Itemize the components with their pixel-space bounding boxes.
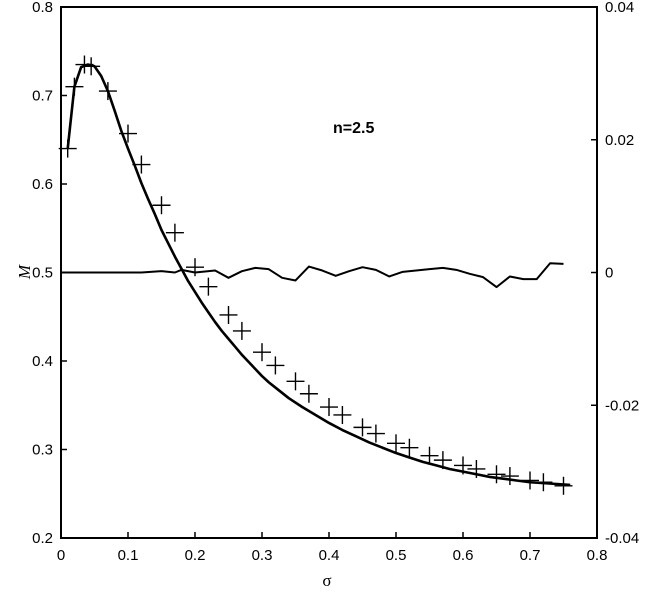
plus-marker-16 (299, 384, 318, 403)
y2-tick-label-2: 0 (605, 265, 613, 282)
y-axis-label: M (15, 264, 34, 280)
plus-marker-22 (400, 438, 419, 457)
x-tick-label-5: 0.5 (386, 547, 407, 564)
plus-marker-18 (333, 405, 352, 424)
ticks: 0 0.1 0.2 0.3 0.4 0.5 0.6 0.7 0.8 0.2 0.3 0.4 0.5 0.6… (32, 0, 639, 564)
plus-marker-21 (387, 434, 405, 453)
plus-marker-26 (467, 459, 486, 478)
plus-marker-13 (253, 343, 271, 362)
plus-marker-2 (75, 55, 94, 74)
plus-marker-4 (98, 82, 117, 101)
plus-marker-7 (152, 196, 171, 215)
x-tick-label-1: 0.1 (118, 547, 139, 564)
y-tick-label-4: 0.6 (32, 176, 53, 193)
plus-marker-20 (366, 424, 385, 443)
annotation-label: n=2.5 (333, 120, 374, 137)
plus-marker-27 (487, 465, 506, 484)
plus-marker-8 (165, 223, 184, 242)
y-tick-label-3: 0.5 (32, 265, 53, 282)
y2-tick-label-1: -0.02 (605, 397, 639, 414)
plus-marker-5 (119, 124, 137, 143)
plus-marker-25 (454, 456, 472, 475)
y2-tick-label-0: -0.04 (605, 530, 639, 547)
plus-marker-17 (320, 398, 338, 417)
x-tick-label-6: 0.6 (453, 547, 474, 564)
x-tick-label-3: 0.3 (252, 547, 273, 564)
series-line-2 (61, 262, 564, 289)
y-tick-label-1: 0.3 (32, 442, 53, 459)
y-tick-label-5: 0.7 (32, 88, 53, 105)
plus-marker-30 (534, 473, 553, 492)
x-axis-label: σ (322, 571, 331, 590)
plus-marker-24 (433, 451, 452, 470)
x-tick-label-4: 0.4 (319, 547, 340, 564)
plus-marker-6 (132, 155, 151, 174)
plus-marker-14 (266, 356, 285, 375)
x-tick-label-7: 0.7 (520, 547, 541, 564)
x-tick-label-8: 0.8 (587, 547, 608, 564)
plus-marker-0 (58, 139, 77, 158)
plus-marker-10 (199, 277, 218, 296)
plus-marker-3 (82, 57, 101, 76)
plus-marker-15 (286, 372, 305, 391)
plus-marker-28 (500, 467, 519, 486)
y2-tick-label-4: 0.04 (605, 0, 634, 16)
series-line-0 (66, 63, 571, 487)
y-tick-label-2: 0.4 (32, 353, 53, 370)
y2-tick-label-3: 0.02 (605, 132, 634, 149)
y-tick-label-6: 0.8 (32, 0, 53, 16)
plus-marker-29 (521, 471, 539, 490)
plus-marker-23 (420, 446, 439, 465)
x-tick-label-0: 0 (57, 547, 65, 564)
plus-marker-1 (65, 77, 84, 96)
plus-marker-11 (219, 305, 238, 324)
series-layer (58, 55, 573, 495)
plus-marker-19 (353, 418, 372, 437)
plus-marker-12 (232, 321, 251, 340)
y-tick-label-0: 0.2 (32, 530, 53, 547)
plus-marker-31 (554, 476, 573, 495)
x-tick-label-2: 0.2 (185, 547, 206, 564)
